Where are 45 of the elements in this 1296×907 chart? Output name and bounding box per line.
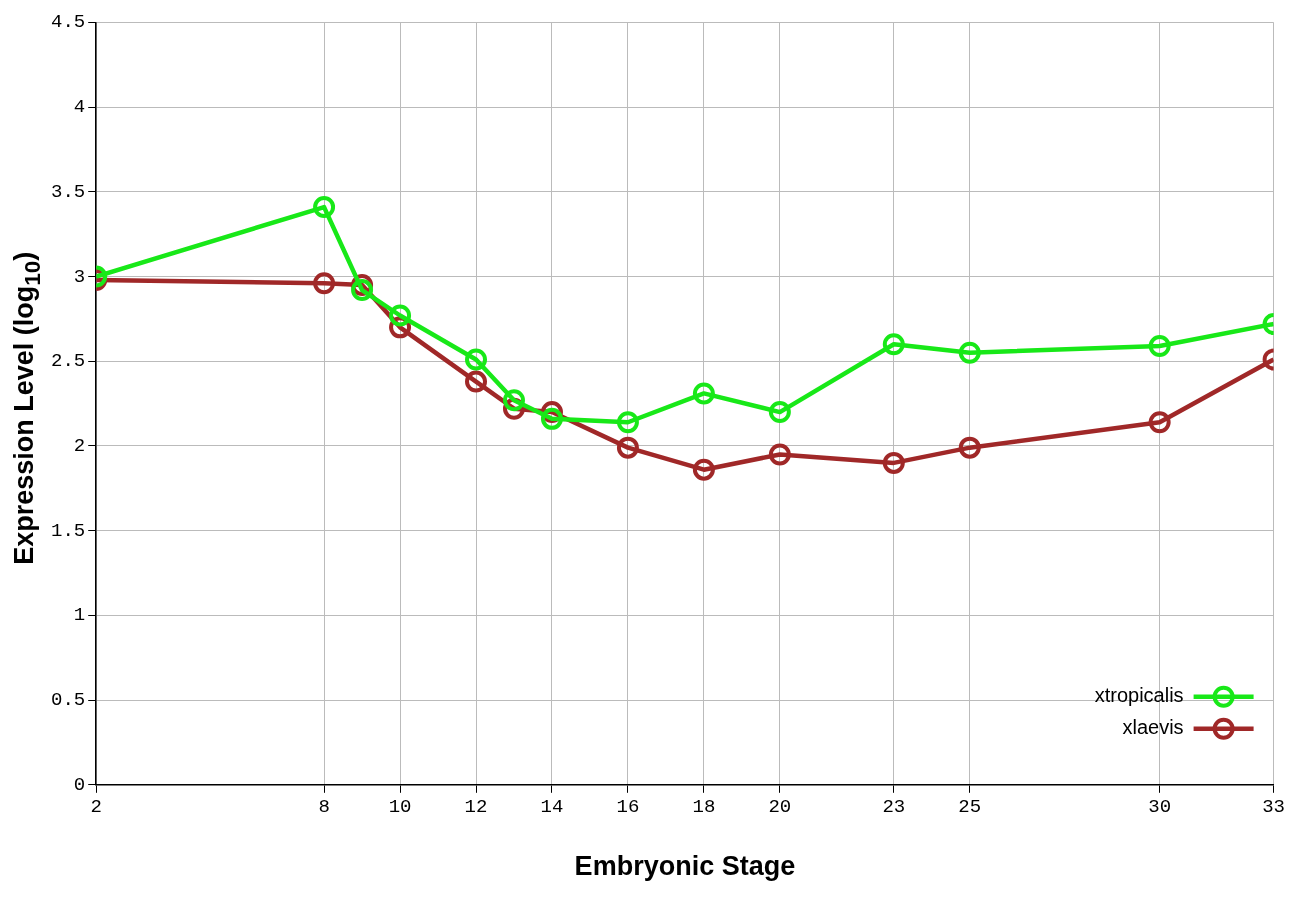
y-tick-label: 3.5 <box>50 180 86 203</box>
legend-label: xlaevis <box>1122 716 1184 739</box>
point <box>616 411 639 434</box>
x-tick-label: 2 <box>90 796 102 819</box>
y-tick-label: 0.5 <box>50 689 86 712</box>
y-tick-label: 2.5 <box>50 350 86 373</box>
point <box>768 443 791 466</box>
point <box>882 333 905 356</box>
point <box>502 389 525 412</box>
x-tick-label: 14 <box>540 796 564 819</box>
x-tick-label: 23 <box>882 796 906 819</box>
point <box>389 304 412 327</box>
x-tick-label: 25 <box>958 796 982 819</box>
x-tick-label: 33 <box>1262 796 1285 819</box>
point <box>692 458 715 481</box>
point <box>313 272 336 295</box>
x-tick-label: 10 <box>388 796 412 819</box>
x-tick-label: 20 <box>768 796 792 819</box>
point <box>351 279 374 302</box>
point <box>616 436 639 459</box>
point <box>1148 335 1171 357</box>
y-tick-label: 4 <box>73 96 86 119</box>
x-axis-title: Embryonic Stage <box>574 851 796 882</box>
y-tick-label: 4.5 <box>50 11 86 34</box>
point <box>313 196 336 219</box>
y-tick-label: 3 <box>73 265 86 288</box>
x-tick-label: 12 <box>464 796 488 819</box>
x-tick-label: 18 <box>692 796 716 819</box>
point <box>465 348 488 371</box>
legend-label: xtropicalis <box>1094 684 1184 707</box>
x-tick-label: 8 <box>318 796 330 819</box>
y-tick-label: 0 <box>73 773 86 796</box>
y-tick-label: 1.5 <box>50 519 86 542</box>
x-tick-label: 30 <box>1148 796 1172 819</box>
point <box>768 401 791 424</box>
point <box>1148 411 1171 434</box>
point <box>692 382 715 405</box>
x-tick-label: 16 <box>616 796 640 819</box>
point <box>958 436 981 459</box>
point <box>465 370 488 393</box>
point <box>882 451 905 474</box>
point <box>540 407 563 430</box>
y-tick-label: 1 <box>73 604 86 627</box>
point <box>958 341 981 364</box>
y-tick-label: 2 <box>73 434 86 457</box>
